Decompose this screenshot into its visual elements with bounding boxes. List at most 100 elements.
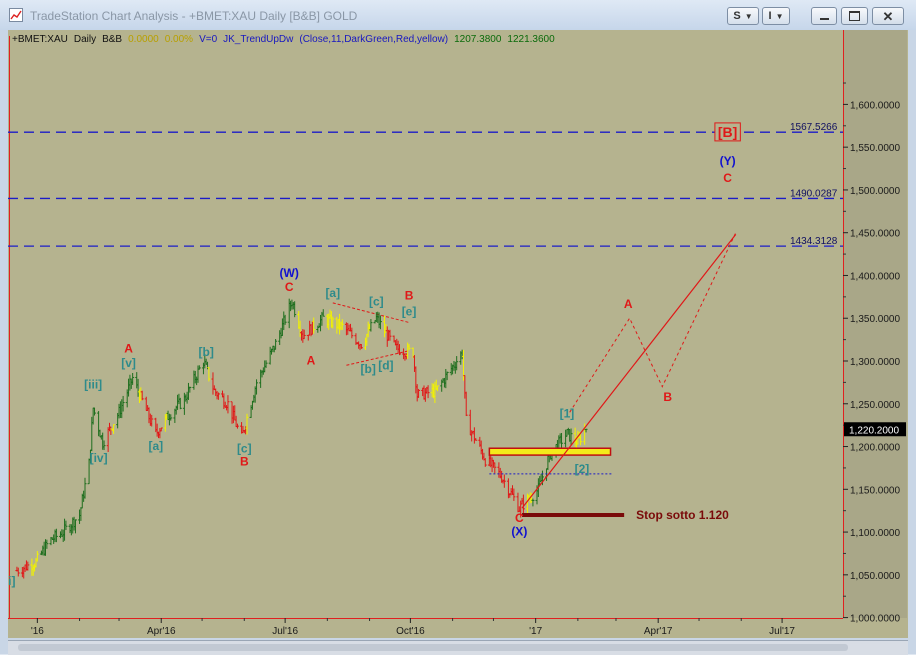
wave-label: [b] (199, 345, 214, 359)
last-price-tag (844, 422, 906, 437)
ohlc-bar (102, 440, 106, 451)
x-tick-label: '17 (529, 626, 542, 637)
maximize-button[interactable] (841, 7, 868, 25)
fib-level-label: 1434.3128 (790, 236, 838, 247)
ohlc-bar (45, 539, 49, 549)
close-icon: ✕ (882, 8, 894, 24)
scrollbar-thumb[interactable] (18, 644, 848, 651)
wave-label: [1] (560, 406, 575, 420)
wave-label: [d] (378, 359, 393, 373)
ohlc-bar (255, 379, 259, 395)
ohlc-bar (93, 407, 97, 416)
header-session: B&B (102, 34, 122, 45)
ohlc-bar (121, 395, 125, 412)
ohlc-bar (340, 319, 344, 330)
y-tick-label: 1,550.0000 (850, 143, 900, 154)
y-tick-label: 1,400.0000 (850, 271, 900, 282)
y-tick-label: 1,000.0000 (850, 614, 900, 625)
wave-label: A (624, 297, 633, 311)
wave-label: [b] (361, 362, 376, 376)
ohlc-bar (398, 344, 401, 356)
app-icon (9, 8, 23, 22)
wave-label: C (723, 171, 732, 185)
header-change: 0.0000 (128, 34, 159, 45)
wave-label-box (714, 122, 741, 142)
wave-label: (X) (511, 524, 527, 538)
ohlc-bar (512, 488, 516, 501)
ohlc-bar (54, 528, 58, 543)
ohlc-bar (417, 388, 421, 398)
chevron-down-icon: ▼ (775, 11, 784, 21)
header-symbol: +BMET:XAU (12, 34, 68, 45)
x-tick-label: Apr'16 (147, 626, 176, 637)
ohlc-bar (502, 474, 506, 488)
info-button-label: I (768, 10, 772, 22)
y-tick-label: 1,050.0000 (850, 571, 900, 582)
close-button[interactable]: ✕ (872, 7, 904, 25)
ohlc-bar (140, 390, 144, 401)
info-dropdown-button[interactable]: I ▼ (762, 7, 790, 25)
wave-label: A (307, 353, 316, 367)
support-zone (488, 447, 612, 456)
fib-level-label: 1567.5266 (790, 122, 838, 133)
x-tick-label: Jul'17 (769, 626, 795, 637)
style-dropdown-button[interactable]: S ▼ (727, 7, 759, 25)
wave-label: B (240, 454, 249, 468)
ohlc-bar (426, 385, 430, 399)
ohlc-bar (455, 356, 459, 371)
x-tick-label: Oct'16 (396, 626, 425, 637)
projection-path (569, 232, 737, 413)
header-indicator: JK_TrendUpDw (223, 34, 294, 45)
ohlc-bar (178, 397, 182, 410)
minimize-button[interactable] (811, 7, 837, 25)
ohlc-bar (150, 414, 154, 427)
ohlc-bar (302, 329, 306, 340)
wave-label: [B] (718, 124, 737, 140)
ohlc-bar (169, 414, 173, 421)
ohlc-bar (188, 386, 192, 393)
wave-label: B (405, 288, 414, 302)
ohlc-bar (521, 494, 525, 515)
ohlc-bar (369, 319, 373, 332)
wave-label: C (285, 280, 294, 294)
x-tick-label: '16 (31, 626, 44, 637)
y-tick-label: 1,500.0000 (850, 186, 900, 197)
trend-line (521, 234, 737, 509)
ohlc-bar (350, 327, 354, 339)
ohlc-bar (226, 395, 230, 414)
window-title: TradeStation Chart Analysis - +BMET:XAU … (30, 9, 358, 23)
ohlc-bar (293, 301, 297, 318)
y-tick-label: 1,600.0000 (850, 100, 900, 111)
ohlc-bar (159, 427, 163, 432)
y-tick-label: 1,150.0000 (850, 485, 900, 496)
header-indicator-params: (Close,11,DarkGreen,Red,yellow) (299, 34, 448, 45)
horizontal-scrollbar[interactable] (8, 640, 908, 655)
ohlc-bar (283, 314, 287, 325)
chart-background (8, 30, 908, 638)
ohlc-bar (321, 309, 325, 317)
chart-area[interactable]: +BMET:XAU Daily B&B 0.0000 0.00% V=0 JK_TrendU… (8, 30, 908, 638)
minimize-icon (819, 18, 829, 20)
ohlc-bar (584, 428, 588, 433)
fib-level-label: 1490.0287 (790, 188, 838, 199)
ohlc-bar (73, 519, 77, 534)
ohlc-bar (112, 424, 116, 434)
wave-label: B (663, 390, 672, 404)
y-tick-label: 1,300.0000 (850, 357, 900, 368)
ohlc-bar (131, 372, 135, 385)
wave-label: (W) (280, 266, 299, 280)
wave-label: [c] (237, 442, 252, 456)
triangle-line (332, 302, 410, 323)
price-chart[interactable]: +BMET:XAU Daily B&B 0.0000 0.00% V=0 JK_TrendU… (8, 30, 908, 638)
title-bar[interactable]: TradeStation Chart Analysis - +BMET:XAU … (0, 0, 916, 30)
ohlc-bar (264, 360, 268, 368)
header-value1: 1207.3800 (454, 34, 502, 45)
wave-label: [v] (121, 356, 136, 370)
ohlc-bar (560, 432, 564, 451)
chevron-down-icon: ▼ (744, 11, 753, 21)
wave-label: [iii] (84, 377, 102, 391)
ohlc-bar (493, 462, 497, 474)
ohlc-bar (531, 498, 535, 507)
triangle-line (346, 350, 410, 366)
